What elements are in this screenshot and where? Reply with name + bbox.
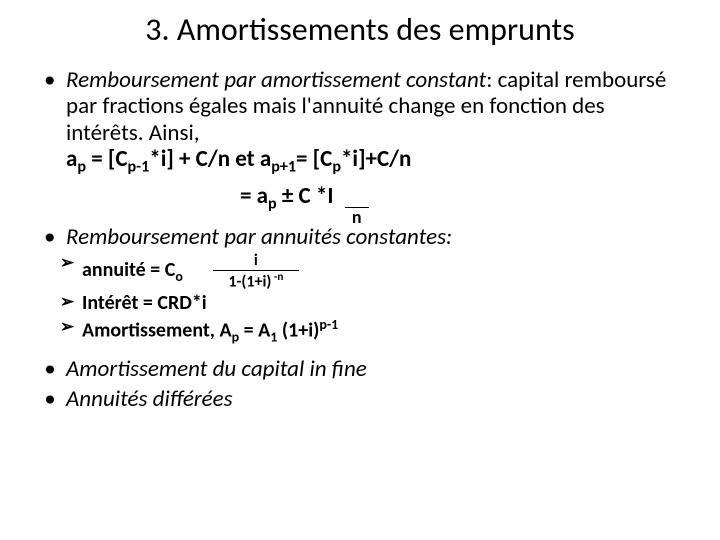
- bullet-2: Remboursement par annuités constantes:: [40, 224, 680, 250]
- sub-interet: Intérêt = CRD*i: [60, 291, 680, 316]
- sub-annuite: annuité = Co i 1-(1+i) -n: [60, 252, 680, 291]
- bullet-3: Amortissement du capital in fine: [40, 356, 680, 382]
- formula-1: ap = [Cp-1*i] + C/n et ap+1= [Cp*i]+C/n: [40, 146, 680, 177]
- slide-title: 3. Amortissements des emprunts: [40, 10, 680, 49]
- bullet-4: Annuités différées: [40, 386, 680, 412]
- formula-2: = ap ± C *I n: [40, 177, 680, 218]
- sub-amort: Amortissement, Ap = A1 (1+i)p-1: [60, 316, 680, 346]
- bullet-1: Remboursement par amortissement constant…: [40, 67, 680, 146]
